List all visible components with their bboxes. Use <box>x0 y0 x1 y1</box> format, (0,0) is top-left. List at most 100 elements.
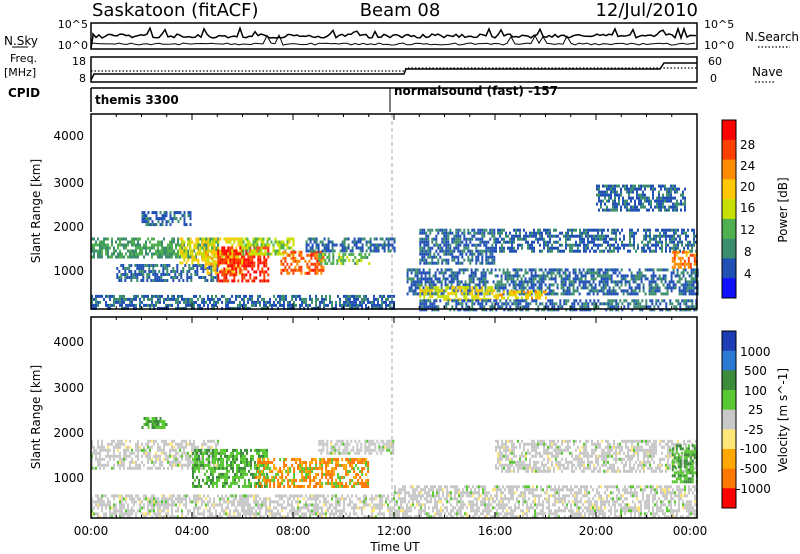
power-cell <box>183 252 186 256</box>
power-cell <box>531 231 533 235</box>
velocity-cell <box>167 442 169 446</box>
power-cell <box>542 277 545 281</box>
power-cell <box>552 268 555 272</box>
power-cell <box>690 283 693 287</box>
power-cell <box>444 268 447 272</box>
power-cell <box>279 303 281 307</box>
power-cell <box>491 228 494 232</box>
power-cell <box>550 292 553 296</box>
power-cell <box>314 262 317 266</box>
power-cell <box>693 231 695 235</box>
power-cell <box>481 308 484 312</box>
power-cell <box>485 246 488 250</box>
power-cell <box>493 231 496 235</box>
power-cell <box>676 199 678 203</box>
power-cell <box>157 217 160 221</box>
power-cell <box>659 231 661 235</box>
power-cell <box>248 240 251 244</box>
power-cell <box>527 293 529 297</box>
power-cell <box>263 297 265 301</box>
power-cell <box>195 237 198 241</box>
power-cell <box>456 274 459 278</box>
power-cell <box>316 262 319 266</box>
velocity-cell <box>185 439 187 443</box>
velocity-cell <box>151 417 154 420</box>
power-cell <box>656 283 659 287</box>
power-cell <box>310 253 313 257</box>
power-cell <box>323 300 325 304</box>
power-cell <box>548 271 551 275</box>
velocity-cell <box>203 442 205 446</box>
power-cell <box>684 289 687 293</box>
power-cell <box>243 273 246 277</box>
power-cell <box>175 211 178 215</box>
velocity-cell <box>232 460 234 464</box>
power-cell <box>686 283 689 287</box>
power-cell <box>628 208 630 212</box>
power-cell <box>239 240 242 244</box>
power-cell <box>135 294 137 298</box>
power-cell <box>173 294 175 298</box>
power-cell <box>687 265 690 269</box>
power-cell <box>207 303 209 307</box>
power-cell <box>493 246 496 250</box>
power-cell <box>157 255 159 259</box>
power-cell <box>167 294 169 298</box>
power-cell <box>303 297 305 301</box>
power-cell <box>99 252 101 256</box>
power-cell <box>561 249 563 253</box>
power-cell <box>462 268 465 272</box>
power-cell <box>241 246 244 250</box>
velocity-cell <box>210 466 212 470</box>
power-cell <box>211 237 213 241</box>
power-cell <box>359 300 361 304</box>
power-cell <box>659 308 662 312</box>
power-cell <box>621 243 623 247</box>
velocity-cell <box>169 463 171 467</box>
power-cell <box>373 303 375 307</box>
power-cell <box>414 292 417 296</box>
power-cell <box>253 264 256 268</box>
velocity-cell <box>181 463 183 467</box>
power-cell <box>427 240 430 244</box>
power-cell <box>517 246 519 250</box>
power-cell <box>176 264 179 267</box>
power-cell <box>548 286 551 290</box>
power-cell <box>552 271 555 275</box>
power-cell <box>119 240 121 244</box>
power-cell <box>167 255 169 259</box>
power-cell <box>670 196 672 200</box>
power-cell <box>608 184 610 188</box>
power-cell <box>489 246 492 250</box>
velocity-cell <box>165 457 167 461</box>
power-cell <box>353 297 355 301</box>
power-cell <box>507 302 510 306</box>
power-cell <box>608 268 611 272</box>
power-cell <box>154 279 157 282</box>
power-cell <box>338 259 341 262</box>
power-cell <box>315 243 318 247</box>
velocity-cell <box>169 460 171 464</box>
power-cell <box>369 300 371 304</box>
power-cell <box>658 184 660 188</box>
power-cell <box>463 289 466 293</box>
power-cell <box>209 297 211 301</box>
power-cell <box>157 249 159 253</box>
power-cell <box>551 308 554 312</box>
power-cell <box>113 246 115 250</box>
power-cell <box>688 283 691 287</box>
power-cell <box>243 261 246 265</box>
power-cell <box>509 231 511 235</box>
power-cell <box>189 300 191 304</box>
velocity-cell <box>133 451 135 455</box>
power-cell <box>606 187 608 191</box>
velocity-cell <box>214 466 216 470</box>
power-cell <box>339 249 342 253</box>
power-cell <box>645 302 648 306</box>
velocity-cell <box>137 451 139 455</box>
power-cell <box>387 297 389 301</box>
power-cell <box>347 297 349 301</box>
power-cell <box>296 268 299 272</box>
power-cell <box>145 249 147 253</box>
power-cell <box>364 253 367 256</box>
